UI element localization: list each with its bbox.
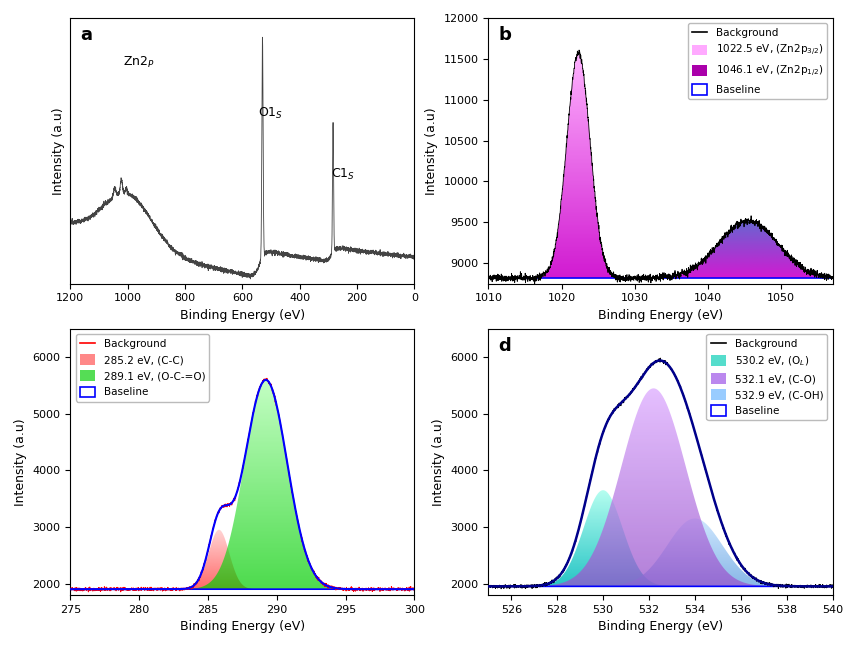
Y-axis label: Intensity (a.u): Intensity (a.u) xyxy=(14,418,27,506)
Legend: Background, 285.2 eV, (C-C), 289.1 eV, (O-C-=O), Baseline: Background, 285.2 eV, (C-C), 289.1 eV, (… xyxy=(75,334,209,402)
Text: c: c xyxy=(81,337,91,355)
Y-axis label: Intensity (a.u): Intensity (a.u) xyxy=(51,107,65,195)
X-axis label: Binding Energy (eV): Binding Energy (eV) xyxy=(180,620,305,633)
Text: C1$_S$: C1$_S$ xyxy=(331,166,355,182)
X-axis label: Binding Energy (eV): Binding Energy (eV) xyxy=(180,309,305,322)
Legend: Background, 530.2 eV, (O$_L$), 532.1 eV, (C-O), 532.9 eV, (C-OH), Baseline: Background, 530.2 eV, (O$_L$), 532.1 eV,… xyxy=(706,334,827,421)
Y-axis label: Intensity (a.u): Intensity (a.u) xyxy=(425,107,438,195)
Text: b: b xyxy=(499,26,512,44)
X-axis label: Binding Energy (eV): Binding Energy (eV) xyxy=(598,620,723,633)
Legend: Background, 1022.5 eV, (Zn2p$_{3/2}$), 1046.1 eV, (Zn2p$_{1/2}$), Baseline: Background, 1022.5 eV, (Zn2p$_{3/2}$), 1… xyxy=(687,23,827,99)
X-axis label: Binding Energy (eV): Binding Energy (eV) xyxy=(598,309,723,322)
Text: O1$_S$: O1$_S$ xyxy=(259,106,284,121)
Text: a: a xyxy=(81,26,93,44)
Text: Zn2$_P$: Zn2$_P$ xyxy=(123,55,155,71)
Text: d: d xyxy=(499,337,512,355)
Y-axis label: Intensity (a.u): Intensity (a.u) xyxy=(432,418,445,506)
